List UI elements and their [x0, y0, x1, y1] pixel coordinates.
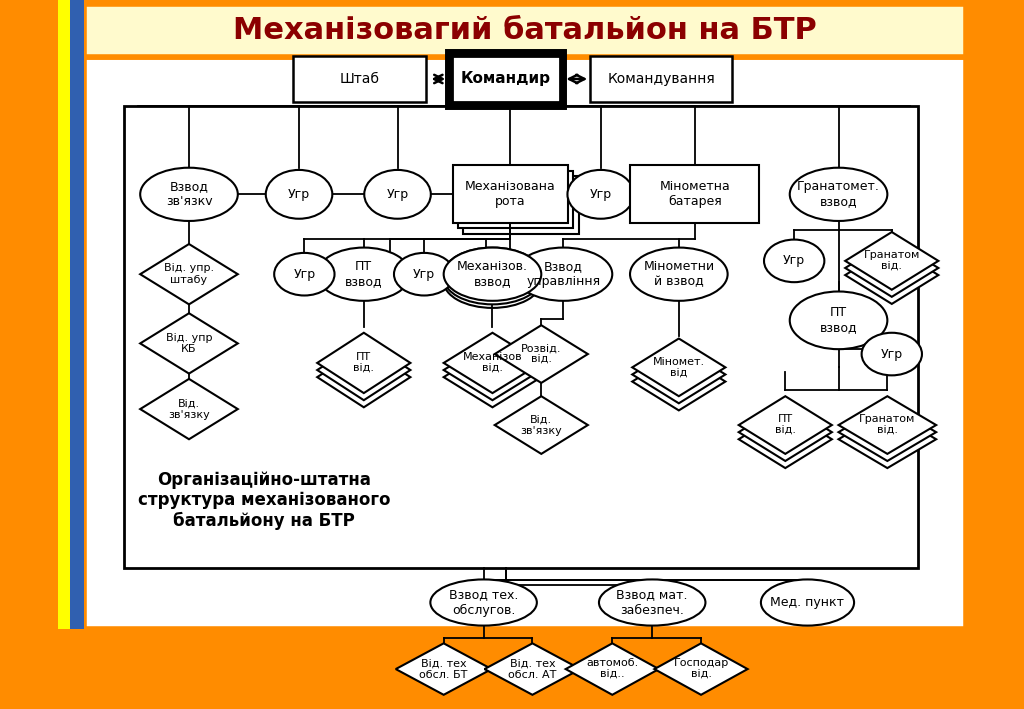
Polygon shape [632, 352, 725, 411]
Ellipse shape [630, 247, 728, 301]
Polygon shape [845, 246, 938, 304]
Text: Угр: Угр [413, 268, 435, 281]
Text: Від.
зв'язку: Від. зв'язку [168, 398, 210, 420]
Text: Командир: Командир [461, 72, 551, 86]
Text: Командування: Командування [607, 72, 715, 86]
Text: Господар
від.: Господар від. [674, 658, 729, 680]
Ellipse shape [790, 168, 888, 221]
Text: Штаб: Штаб [339, 72, 379, 86]
FancyBboxPatch shape [57, 0, 70, 629]
FancyBboxPatch shape [631, 165, 759, 223]
Ellipse shape [140, 168, 238, 221]
Text: Механізов.
взвод: Механізов. взвод [457, 260, 528, 288]
Polygon shape [140, 244, 238, 304]
Text: Мінометни
й взвод: Мінометни й взвод [643, 260, 715, 288]
Text: Від. тех
обсл. АТ: Від. тех обсл. АТ [508, 658, 557, 680]
Ellipse shape [274, 253, 335, 296]
Polygon shape [317, 347, 411, 407]
Polygon shape [495, 325, 588, 383]
Text: Угр: Угр [590, 188, 611, 201]
Text: ПТ
від.: ПТ від. [775, 414, 796, 436]
Text: Від.
зв'язку: Від. зв'язку [520, 414, 562, 436]
Ellipse shape [430, 579, 537, 625]
Text: Розвід.
від.: Розвід. від. [521, 343, 561, 365]
Ellipse shape [266, 170, 333, 219]
Text: Організаційно-штатна
структура механізованого
батальйону на БТР: Організаційно-штатна структура механізов… [137, 471, 390, 530]
Text: Гранатомет.
взвод: Гранатомет. взвод [797, 180, 880, 208]
Text: Мед. пункт: Мед. пункт [770, 596, 845, 609]
Text: Від. упр.
штабу: Від. упр. штабу [164, 264, 214, 285]
Text: ПТ
взвод: ПТ взвод [820, 306, 857, 335]
Polygon shape [738, 403, 831, 461]
Text: Угр: Угр [881, 347, 903, 361]
Text: Механізов
від.: Механізов від. [463, 352, 522, 374]
Text: Угр: Угр [293, 268, 315, 281]
Text: Міномет.
від: Міномет. від [652, 357, 705, 378]
Ellipse shape [394, 253, 455, 296]
FancyBboxPatch shape [458, 171, 573, 228]
Text: Взвод
зв'язкv: Взвод зв'язкv [166, 180, 212, 208]
Polygon shape [845, 232, 938, 290]
Polygon shape [484, 643, 581, 695]
FancyBboxPatch shape [452, 56, 560, 102]
Text: Механізов.
взвод: Механізов. взвод [457, 260, 528, 288]
Ellipse shape [790, 291, 888, 349]
Polygon shape [565, 643, 658, 695]
Ellipse shape [761, 579, 854, 625]
Text: Угр: Угр [386, 188, 409, 201]
Ellipse shape [764, 240, 824, 282]
Text: ПТ
від.: ПТ від. [353, 352, 375, 374]
Text: Механізовагий батальйон на БТР: Механізовагий батальйон на БТР [233, 16, 817, 45]
Polygon shape [839, 396, 936, 454]
FancyBboxPatch shape [84, 4, 967, 57]
Ellipse shape [599, 579, 706, 625]
Polygon shape [839, 403, 936, 461]
Text: Взвод мат.
забезпеч.: Взвод мат. забезпеч. [616, 588, 688, 617]
Ellipse shape [861, 333, 922, 375]
FancyBboxPatch shape [449, 52, 563, 106]
Polygon shape [738, 396, 831, 454]
Ellipse shape [443, 247, 542, 301]
Text: Гранатом
від.: Гранатом від. [863, 250, 920, 272]
Ellipse shape [443, 251, 542, 304]
Text: Гранатом
від.: Гранатом від. [859, 414, 915, 436]
Polygon shape [654, 643, 748, 695]
Polygon shape [395, 643, 492, 695]
Ellipse shape [443, 255, 542, 308]
Polygon shape [140, 379, 238, 440]
Ellipse shape [515, 247, 612, 301]
FancyBboxPatch shape [590, 56, 732, 102]
Polygon shape [317, 333, 411, 393]
Polygon shape [443, 333, 542, 393]
Ellipse shape [567, 170, 634, 219]
FancyBboxPatch shape [293, 56, 426, 102]
Polygon shape [495, 396, 588, 454]
Ellipse shape [365, 170, 431, 219]
FancyBboxPatch shape [463, 176, 579, 234]
FancyBboxPatch shape [70, 0, 84, 629]
Polygon shape [632, 345, 725, 403]
Ellipse shape [317, 247, 411, 301]
Polygon shape [632, 338, 725, 396]
Polygon shape [738, 411, 831, 468]
Text: ПТ
взвод: ПТ взвод [345, 260, 383, 288]
Text: Угр: Угр [783, 255, 805, 267]
Text: Взвод
управління: Взвод управління [526, 260, 600, 288]
Ellipse shape [443, 247, 542, 301]
Text: Механізована
рота: Механізована рота [465, 180, 556, 208]
Text: автомоб.
від..: автомоб. від.. [586, 658, 638, 680]
Polygon shape [140, 313, 238, 374]
Text: Взвод тех.
обслугов.: Взвод тех. обслугов. [449, 588, 518, 617]
Text: Від. упр
КБ: Від. упр КБ [166, 333, 212, 354]
Text: Від. тех
обсл. БТ: Від. тех обсл. БТ [420, 658, 468, 680]
Polygon shape [839, 411, 936, 468]
Polygon shape [443, 347, 542, 407]
FancyBboxPatch shape [453, 165, 568, 223]
Text: Угр: Угр [288, 188, 310, 201]
Text: Мінометна
батарея: Мінометна батарея [659, 180, 730, 208]
FancyBboxPatch shape [84, 57, 967, 629]
Polygon shape [443, 340, 542, 400]
Polygon shape [845, 239, 938, 297]
Polygon shape [317, 340, 411, 400]
